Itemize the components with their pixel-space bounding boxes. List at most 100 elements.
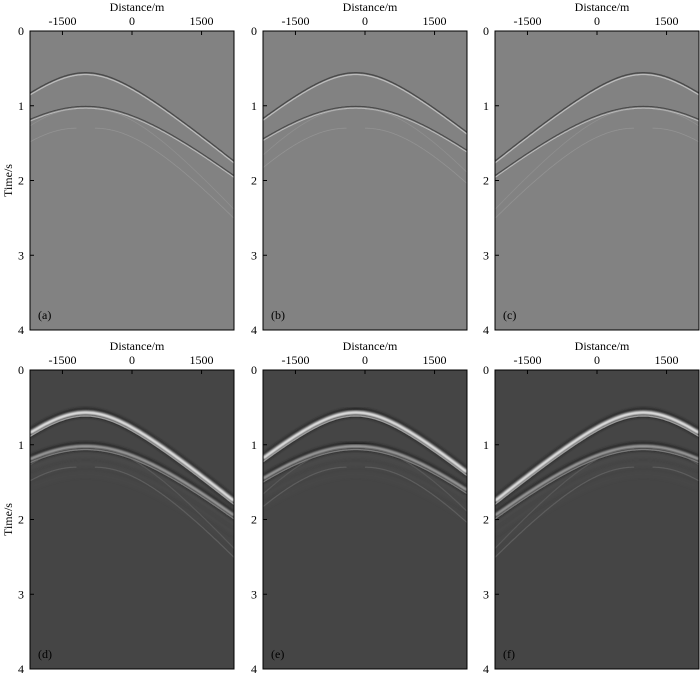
event-peak <box>30 107 234 178</box>
event-multiple <box>495 109 635 210</box>
event-multiple <box>94 466 234 558</box>
x-axis-label: Distance/m <box>343 339 398 353</box>
panel-label: (a) <box>38 308 51 322</box>
y-tick-label: 0 <box>18 24 24 38</box>
y-tick-label: 0 <box>483 24 489 38</box>
event-coda <box>263 454 467 500</box>
x-tick-label: -1500 <box>48 14 76 28</box>
seismic-events <box>495 72 699 219</box>
event-trough <box>30 105 234 177</box>
event-reflection <box>30 444 234 517</box>
event-multiple <box>30 466 77 482</box>
x-tick-label: -1500 <box>281 353 309 367</box>
y-axis-label: Time/s <box>1 503 15 536</box>
x-axis-label: Distance/m <box>343 0 398 14</box>
x-tick-label: -1500 <box>513 14 541 28</box>
event-ringing <box>263 415 467 477</box>
event-reflection <box>495 410 699 503</box>
y-tick-label: 3 <box>483 248 489 262</box>
event-multiple <box>365 109 467 173</box>
event-reflection <box>263 444 467 492</box>
y-tick-label: 4 <box>251 662 257 676</box>
x-tick-label: -1500 <box>48 353 76 367</box>
event-multiple <box>365 447 467 512</box>
x-tick-label: 1500 <box>423 353 447 367</box>
event-multiple <box>263 127 347 169</box>
panel-label: (d) <box>38 647 52 661</box>
x-tick-label: -1500 <box>513 353 541 367</box>
y-tick-label: 3 <box>251 587 257 601</box>
event-trough <box>263 105 467 151</box>
y-tick-label: 1 <box>18 99 24 113</box>
event-coda <box>30 454 234 526</box>
event-sidelobe <box>263 408 467 472</box>
event-multiple <box>94 109 234 210</box>
panel-background <box>30 31 234 330</box>
event-sidelobe <box>263 442 467 489</box>
event-multiple <box>30 109 77 127</box>
y-axis-label: Time/s <box>1 164 15 197</box>
event-multiple <box>94 447 234 549</box>
y-tick-label: 2 <box>18 174 24 188</box>
seismic-events <box>263 72 467 184</box>
panel-label: (b) <box>271 308 285 322</box>
event-multiple <box>365 127 467 184</box>
y-tick-label: 1 <box>483 438 489 452</box>
event-multiple <box>94 127 234 219</box>
y-tick-label: 0 <box>483 363 489 377</box>
event-coda <box>30 463 234 535</box>
event-sidelobe <box>30 408 234 500</box>
event-sidelobe <box>30 442 234 515</box>
event-multiple <box>495 466 635 558</box>
event-sidelobe <box>495 408 699 500</box>
x-axis-label: Distance/m <box>110 339 165 353</box>
y-tick-label: 3 <box>483 587 489 601</box>
event-multiple <box>652 466 699 482</box>
event-multiple <box>652 127 699 143</box>
y-tick-label: 0 <box>251 24 257 38</box>
x-axis-label: Distance/m <box>110 0 165 14</box>
x-tick-label: 0 <box>362 14 368 28</box>
y-tick-label: 2 <box>251 174 257 188</box>
event-multiple <box>495 447 635 549</box>
x-tick-label: 1500 <box>655 14 679 28</box>
event-peak <box>495 107 699 178</box>
event-trough <box>263 72 467 133</box>
y-tick-label: 1 <box>483 99 489 113</box>
x-tick-label: 1500 <box>190 14 214 28</box>
event-multiple <box>30 447 77 466</box>
event-peak <box>263 107 467 153</box>
y-tick-label: 2 <box>483 513 489 527</box>
event-reflection <box>30 410 234 503</box>
y-tick-label: 1 <box>251 99 257 113</box>
y-tick-label: 4 <box>251 323 257 337</box>
event-multiple <box>652 447 699 466</box>
event-coda <box>30 473 234 545</box>
event-multiple <box>652 109 699 127</box>
event-peak <box>30 73 234 164</box>
y-tick-label: 4 <box>483 323 489 337</box>
event-coda <box>495 463 699 535</box>
panel-label: (c) <box>503 308 516 322</box>
event-multiple <box>495 127 635 219</box>
event-trough <box>495 72 699 162</box>
event-ringing <box>495 415 699 505</box>
event-multiple <box>30 127 77 143</box>
x-tick-label: 1500 <box>423 14 447 28</box>
event-coda <box>263 463 467 509</box>
x-tick-label: 0 <box>362 353 368 367</box>
y-tick-label: 1 <box>251 438 257 452</box>
event-coda <box>495 454 699 526</box>
x-tick-label: -1500 <box>281 14 309 28</box>
x-tick-label: 1500 <box>655 353 679 367</box>
panel-background <box>263 370 467 669</box>
x-tick-label: 0 <box>594 353 600 367</box>
event-peak <box>263 73 467 135</box>
event-ringing <box>263 448 467 495</box>
seismic-events <box>495 408 699 558</box>
